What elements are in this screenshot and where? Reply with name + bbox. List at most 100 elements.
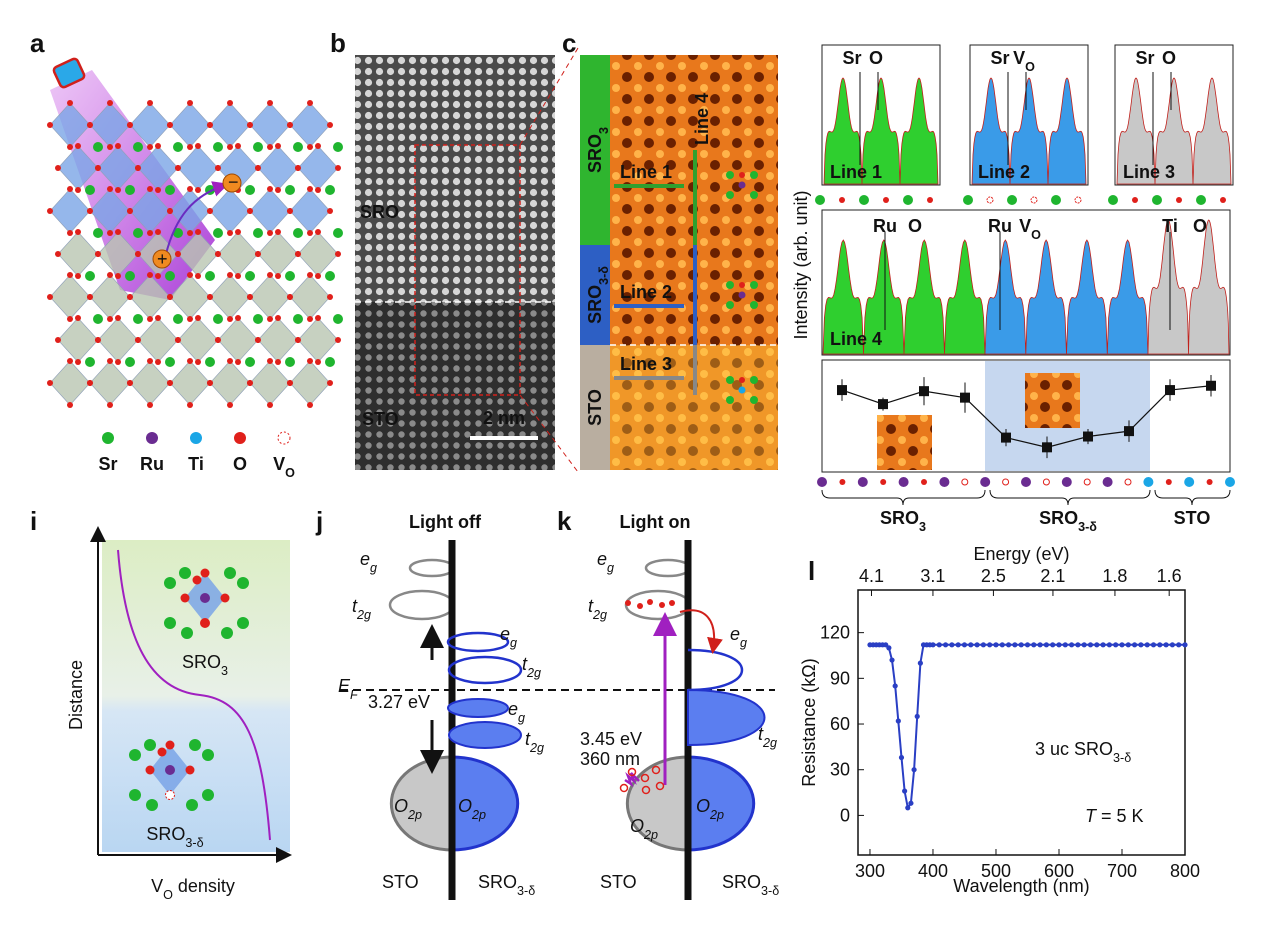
sr-atom [173,228,183,238]
sr-atom [237,577,249,589]
annotation-part: T [1085,806,1098,826]
oxygen-atom [67,230,73,236]
band-label: t2g [525,729,544,755]
x2-tick-label: 3.1 [920,566,945,586]
data-point [1001,432,1011,443]
electron-dot [637,603,643,609]
band-label-part: 2g [526,666,541,680]
atom-dot [986,196,994,204]
octahedron [209,102,251,148]
atom-dot [750,281,758,289]
y-tick-label: 60 [830,714,850,734]
oxygen-atom [275,229,281,235]
oxygen-atom [255,165,261,171]
annotation-part: 3-δ [1113,751,1131,765]
oxygen-atom [107,272,113,278]
atom-dot [815,195,825,205]
hole-dot [627,767,637,777]
atom-dot [1132,197,1138,203]
sr-atom [293,142,303,152]
atom-dot [963,195,973,205]
layer-label: SRO3-δ [585,266,611,324]
data-point [1144,642,1150,648]
atom-dot [859,195,869,205]
oxygen-atom [247,122,253,128]
oxygen-atom [315,359,321,365]
line-label: Line 4 [830,329,882,349]
atom-dot [1030,196,1038,204]
stem-top [355,55,555,302]
data-point [1138,642,1144,648]
band-label-part: O [630,816,644,836]
oxygen-atom [267,144,273,150]
electron-dot [625,600,631,606]
atom-dot [726,376,734,384]
sr-atom [85,357,95,367]
stem-bottom [355,302,555,470]
atom-dot [1143,477,1154,487]
data-point [955,642,961,648]
oxygen-atom [147,100,153,106]
peak-label: O [908,216,922,236]
sr-atom [165,357,175,367]
x-tick-label: 300 [855,861,885,881]
annotation: 3 uc SRO3-δ [1035,739,1131,765]
hole-dot [640,773,650,783]
sr-atom [133,228,143,238]
hole-dot [651,765,661,775]
oxygen-atom [167,380,173,386]
atom-dot [750,376,758,384]
oxygen-atom [227,358,233,364]
phase-label: SRO3 [182,652,228,678]
band-label-part: g [370,561,377,575]
data-point [999,642,1005,648]
layer-label: SRO3 [585,127,611,173]
oxygen-atom [115,273,121,279]
atom-dot [726,396,734,404]
band-label-part: t [522,654,528,674]
data-point [889,657,895,663]
sr-atom [253,314,263,324]
side-label-part: 3-δ [761,884,779,898]
octahedron [249,274,291,320]
sr-atom [253,142,263,152]
data-point [1083,431,1093,442]
atom-dot [898,477,909,487]
octahedron [297,231,339,277]
gap-label: 3.45 eV [580,729,642,749]
band-label-part: O [394,796,408,816]
line-label: Line 4 [692,93,712,145]
sr-atom [93,228,103,238]
electron-dot [647,599,653,605]
peak-label-part: Ru [873,216,897,236]
legend-label-part: Ti [188,454,204,474]
band-label: t2g [352,596,371,622]
band-label-part: g [607,561,614,575]
density-curve [117,549,271,841]
oxygen-atom [235,143,241,149]
photon [624,772,640,788]
x-axis-label-part: O [163,888,173,902]
resistance-line [870,643,1185,811]
band-label-part: 2p [471,808,486,822]
oxygen-atom [327,122,333,128]
sr-atom [237,617,249,629]
hole [152,249,172,269]
layer-label-part: 3-δ [597,266,611,285]
atom-dot [738,386,746,394]
sr-atom [85,185,95,195]
data-point [1031,642,1037,648]
band-label-part: t [758,724,764,744]
layer-label-part: SRO [585,285,605,324]
brace [989,489,1151,506]
octahedron [169,102,211,148]
oxygen-atom [227,272,233,278]
intensity-profile [971,77,1087,185]
x-axis-label-part: V [151,876,163,896]
layer-strip [580,245,610,345]
eg-left [644,558,692,578]
sr-atom [144,739,156,751]
octahedron [97,317,139,363]
region-label-part: SRO [880,508,919,528]
legend-label-part: Ru [140,454,164,474]
